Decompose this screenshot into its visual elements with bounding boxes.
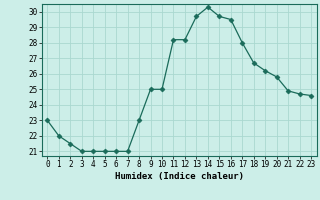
- X-axis label: Humidex (Indice chaleur): Humidex (Indice chaleur): [115, 172, 244, 181]
